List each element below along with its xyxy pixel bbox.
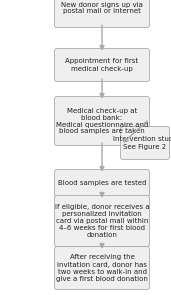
Text: Appointment for first
medical check-up: Appointment for first medical check-up: [65, 58, 139, 71]
Text: After receiving the
invitation card, donor has
two weeks to walk-in and
give a f: After receiving the invitation card, don…: [56, 255, 148, 281]
Text: Blood samples are tested: Blood samples are tested: [58, 180, 146, 186]
FancyBboxPatch shape: [55, 96, 149, 145]
FancyBboxPatch shape: [55, 247, 149, 289]
Text: Medical check-up at
blood bank:
Medical questionnaire and
blood samples are take: Medical check-up at blood bank: Medical …: [56, 107, 148, 135]
Text: Intervention study
See Figure 2: Intervention study See Figure 2: [113, 137, 171, 150]
FancyBboxPatch shape: [55, 0, 149, 27]
FancyBboxPatch shape: [55, 196, 149, 247]
Text: New donor signs up via
postal mail or internet: New donor signs up via postal mail or in…: [61, 1, 143, 14]
FancyBboxPatch shape: [121, 127, 169, 160]
FancyBboxPatch shape: [55, 170, 149, 196]
FancyBboxPatch shape: [55, 48, 149, 81]
Text: If eligible, donor receives a
personalized invitation
card via postal mail withi: If eligible, donor receives a personaliz…: [55, 204, 149, 238]
